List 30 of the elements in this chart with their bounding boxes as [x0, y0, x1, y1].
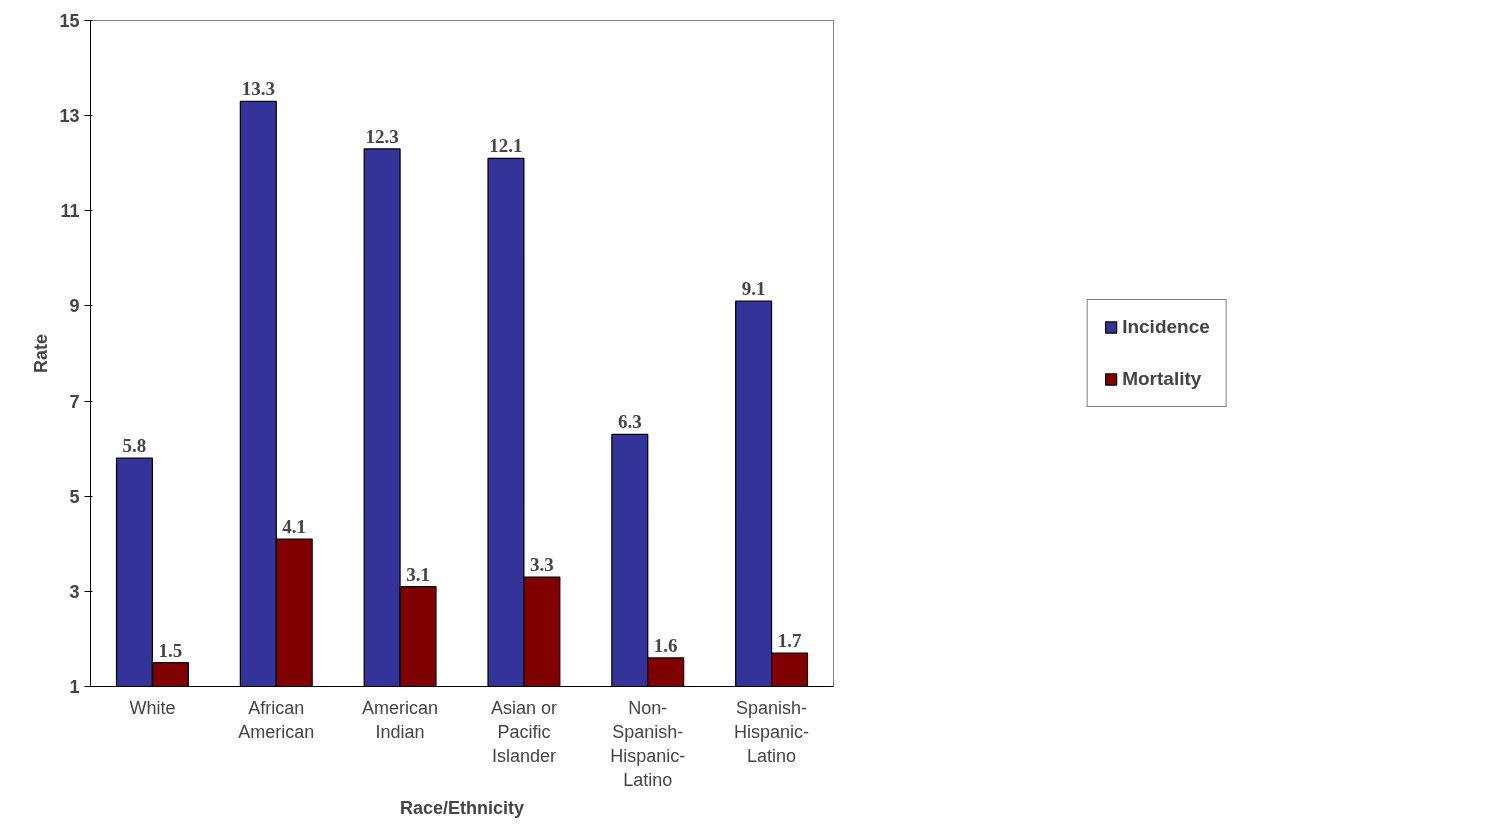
y-tick-label: 5 — [69, 486, 80, 507]
y-axis-title: Rate — [31, 333, 52, 374]
x-axis-title: Race/Ethnicity — [399, 797, 525, 818]
legend-label: Mortality — [1122, 368, 1202, 390]
y-tick-label: 3 — [69, 581, 80, 602]
data-label: 6.3 — [617, 411, 642, 433]
x-tick-label: White — [129, 697, 176, 718]
data-label: 9.1 — [741, 278, 766, 300]
x-tick-label: Non-Spanish-Hispanic-Latino — [610, 697, 686, 790]
x-tick-label: American Indian — [362, 697, 439, 742]
data-label: 12.3 — [365, 125, 399, 147]
data-label: 3.1 — [406, 563, 430, 585]
y-tick-label: 11 — [60, 201, 80, 222]
data-label: 13.3 — [241, 78, 275, 100]
data-label: 12.1 — [489, 135, 523, 157]
x-tick-label: Asian or Pacific Islander — [490, 697, 557, 766]
data-label: 1.6 — [653, 634, 678, 656]
data-label: 3.3 — [530, 554, 554, 576]
y-tick-label: 9 — [69, 296, 80, 317]
x-tick-label: African American — [238, 697, 315, 742]
y-tick-label: 1 — [69, 677, 80, 697]
y-tick-label: 13 — [59, 106, 80, 127]
y-tick-label: 15 — [59, 11, 80, 31]
x-tick-label: Spanish-Hispanic-Latino — [734, 697, 810, 766]
legend-label: Incidence — [1122, 316, 1210, 338]
data-label: 5.8 — [122, 435, 147, 457]
y-tick-label: 7 — [69, 391, 80, 412]
data-label: 4.1 — [282, 516, 307, 538]
data-label: 1.7 — [777, 630, 802, 652]
data-label: 1.5 — [158, 639, 183, 661]
